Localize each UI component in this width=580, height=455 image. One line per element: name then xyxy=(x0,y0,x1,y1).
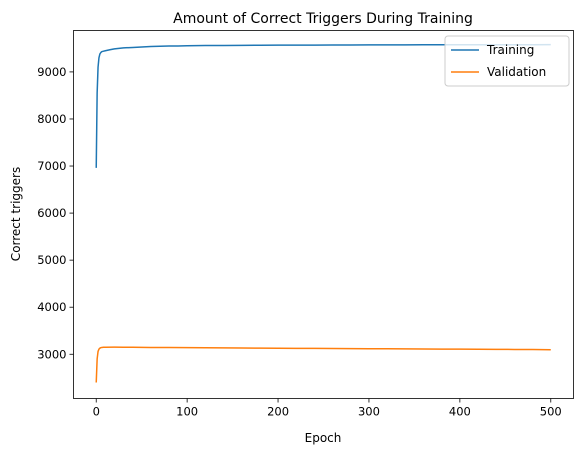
x-tick-label: 100 xyxy=(176,405,198,419)
series-line-validation xyxy=(95,346,551,383)
x-axis: 0 100 200 300 400 500 xyxy=(93,398,562,419)
plot-area xyxy=(95,43,551,383)
x-tick-label: 400 xyxy=(449,405,471,419)
x-tick-label: 200 xyxy=(267,405,289,419)
x-tick-label: 500 xyxy=(540,405,562,419)
chart-title: Amount of Correct Triggers During Traini… xyxy=(173,11,473,27)
x-tick-label: 0 xyxy=(93,405,100,419)
legend-label-training: Training xyxy=(486,43,534,57)
y-tick-label: 8000 xyxy=(37,112,66,126)
y-axis-label: Correct triggers xyxy=(9,167,23,261)
y-axis: 3000 4000 5000 6000 7000 8000 9000 xyxy=(37,65,74,361)
legend-label-validation: Validation xyxy=(487,65,546,79)
y-tick-label: 4000 xyxy=(37,300,66,314)
y-tick-label: 9000 xyxy=(37,65,66,79)
y-tick-label: 6000 xyxy=(37,206,66,220)
y-tick-label: 3000 xyxy=(37,347,66,361)
y-tick-label: 5000 xyxy=(37,253,66,267)
plot-frame xyxy=(73,30,574,399)
legend-box xyxy=(444,35,570,87)
legend: Training Validation xyxy=(444,35,570,87)
x-tick-label: 300 xyxy=(358,405,380,419)
series-line-training xyxy=(95,43,551,168)
y-tick-label: 7000 xyxy=(37,159,66,173)
x-axis-label: Epoch xyxy=(305,431,342,445)
